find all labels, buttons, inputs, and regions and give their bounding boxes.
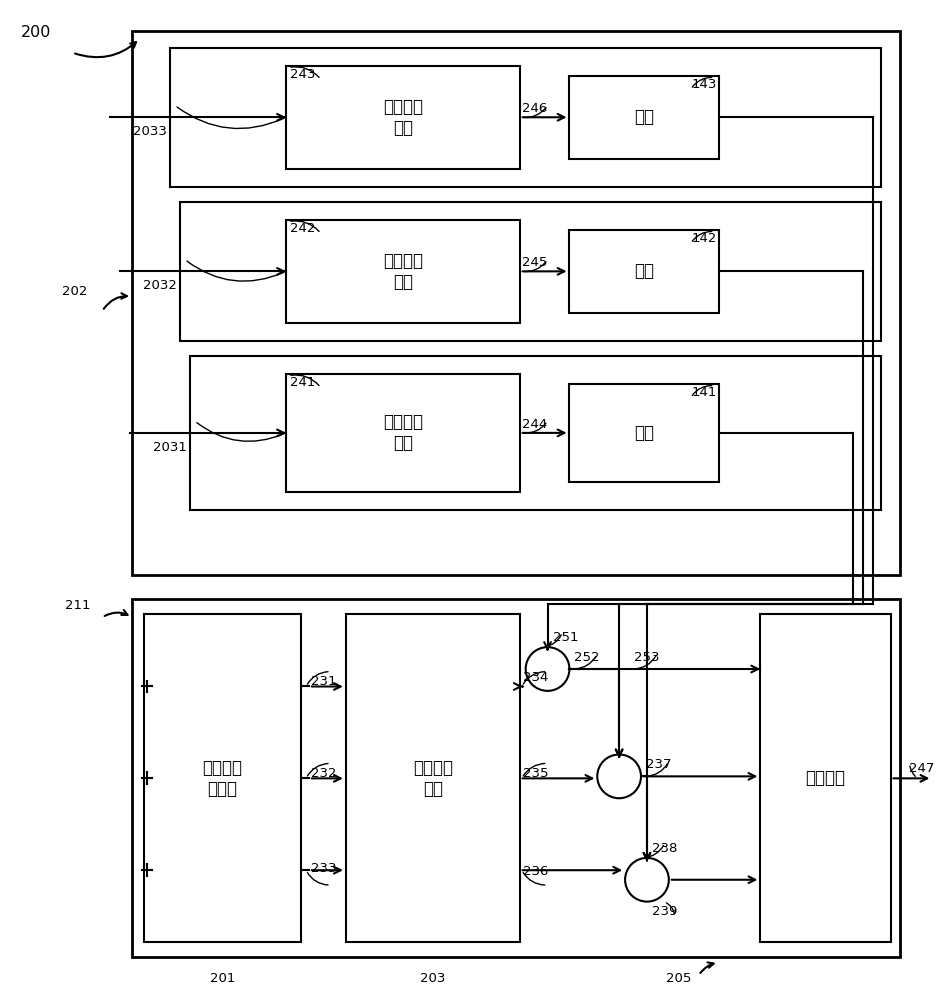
Circle shape [625,858,669,902]
Text: 2033: 2033 [133,125,167,138]
Bar [132,599,901,957]
Bar [760,614,890,942]
Bar [179,202,881,341]
Text: 200: 200 [21,25,51,40]
Bar [143,614,301,942]
Text: 205: 205 [666,972,691,985]
Text: 246: 246 [522,102,547,115]
Text: 251: 251 [552,631,578,644]
Text: 252: 252 [574,651,599,664]
Text: 236: 236 [523,865,548,878]
Circle shape [526,647,569,691]
Text: 241: 241 [290,376,315,389]
Text: 242: 242 [290,222,315,235]
Text: 245: 245 [522,256,548,269]
Text: 141: 141 [691,386,716,399]
Text: 244: 244 [522,418,547,431]
Text: 239: 239 [652,905,677,918]
Text: 浆距指令
发生器: 浆距指令 发生器 [202,759,243,798]
Text: 202: 202 [62,285,87,298]
Bar [132,31,901,575]
Text: 143: 143 [691,78,716,91]
Text: 叶片: 叶片 [634,424,654,442]
Bar [286,374,520,492]
Text: 231: 231 [311,675,336,688]
Text: 238: 238 [652,842,677,855]
Text: 浆距调节
模块: 浆距调节 模块 [383,252,423,291]
Bar [190,356,881,510]
Text: 253: 253 [634,651,660,664]
Circle shape [598,754,641,798]
Text: 2032: 2032 [143,279,177,292]
Text: 监测单元: 监测单元 [805,769,846,787]
Bar [569,76,718,159]
Text: 模型存储
单元: 模型存储 单元 [413,759,453,798]
Bar [569,230,718,313]
Text: 211: 211 [65,599,91,612]
Bar [346,614,520,942]
Bar [170,48,881,187]
Text: 201: 201 [210,972,235,985]
Text: 234: 234 [523,671,548,684]
Text: 203: 203 [420,972,446,985]
Text: 233: 233 [311,862,336,875]
Text: 232: 232 [311,767,336,780]
Text: 浆距调节
模块: 浆距调节 模块 [383,413,423,452]
Text: 叶片: 叶片 [634,262,654,280]
Bar [569,384,718,482]
Text: 2031: 2031 [153,441,187,454]
Text: 142: 142 [691,232,716,245]
Bar [286,220,520,323]
Text: 浆距调节
模块: 浆距调节 模块 [383,98,423,137]
Text: 243: 243 [290,68,315,81]
Bar [286,66,520,169]
Text: 叶片: 叶片 [634,108,654,126]
Text: 235: 235 [523,767,548,780]
Text: 237: 237 [646,758,671,771]
Text: 247: 247 [909,762,935,775]
